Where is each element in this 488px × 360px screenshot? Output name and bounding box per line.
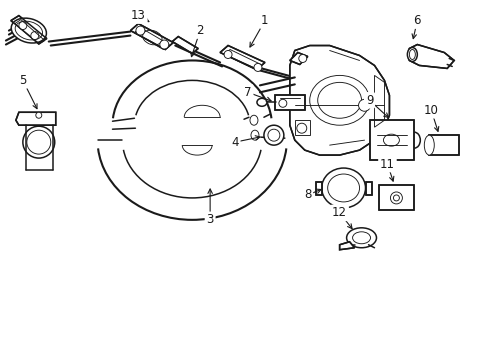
Circle shape	[358, 99, 370, 111]
Polygon shape	[130, 24, 173, 50]
Circle shape	[160, 40, 168, 49]
Circle shape	[296, 123, 306, 133]
Text: 7: 7	[244, 86, 251, 99]
Text: 6: 6	[413, 14, 420, 27]
Polygon shape	[220, 45, 264, 69]
Circle shape	[278, 99, 286, 107]
Text: 2: 2	[196, 24, 203, 37]
Polygon shape	[172, 37, 198, 54]
Text: 10: 10	[423, 104, 438, 117]
Text: 1: 1	[261, 14, 268, 27]
Circle shape	[23, 126, 55, 158]
Polygon shape	[339, 242, 354, 250]
Ellipse shape	[256, 98, 266, 106]
Text: 13: 13	[131, 9, 145, 22]
Ellipse shape	[424, 135, 433, 155]
Circle shape	[264, 125, 283, 145]
Circle shape	[19, 22, 27, 30]
Circle shape	[136, 26, 144, 35]
Circle shape	[31, 32, 39, 40]
Circle shape	[36, 112, 41, 118]
Polygon shape	[369, 120, 413, 160]
Text: 11: 11	[379, 158, 394, 171]
Ellipse shape	[321, 168, 365, 208]
Text: 4: 4	[231, 136, 238, 149]
Polygon shape	[289, 53, 307, 64]
Text: 5: 5	[19, 74, 26, 87]
Polygon shape	[428, 135, 458, 155]
Polygon shape	[365, 182, 371, 195]
Circle shape	[298, 54, 306, 62]
Polygon shape	[16, 112, 56, 125]
Polygon shape	[289, 45, 388, 155]
Polygon shape	[11, 15, 47, 44]
Polygon shape	[274, 95, 304, 110]
Text: 8: 8	[304, 188, 311, 202]
Ellipse shape	[407, 48, 416, 62]
Text: 9: 9	[365, 94, 372, 107]
Polygon shape	[315, 182, 321, 195]
Text: 12: 12	[331, 206, 346, 219]
Circle shape	[253, 63, 262, 71]
Ellipse shape	[346, 228, 376, 248]
Ellipse shape	[11, 18, 46, 43]
Polygon shape	[408, 45, 453, 68]
Circle shape	[224, 50, 232, 58]
Circle shape	[389, 192, 402, 204]
Polygon shape	[379, 185, 413, 210]
Text: 3: 3	[206, 213, 213, 226]
